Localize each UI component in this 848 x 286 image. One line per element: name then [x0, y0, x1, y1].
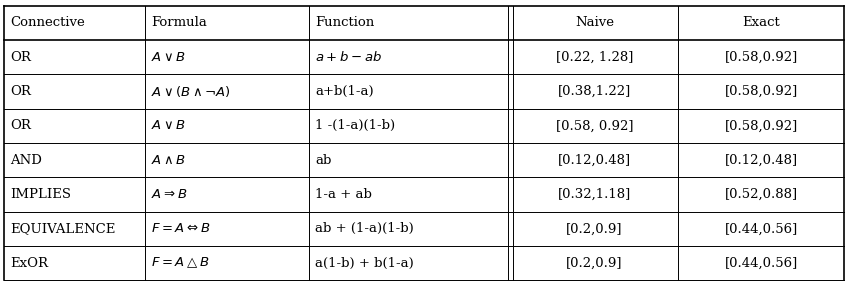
Text: AND: AND — [10, 154, 42, 167]
Text: a(1-b) + b(1-a): a(1-b) + b(1-a) — [315, 257, 414, 270]
Text: a+b(1-a): a+b(1-a) — [315, 85, 374, 98]
Text: 1 -(1-a)(1-b): 1 -(1-a)(1-b) — [315, 119, 395, 132]
Text: Naive: Naive — [575, 16, 614, 29]
Text: $A \Rightarrow B$: $A \Rightarrow B$ — [151, 188, 187, 201]
Text: EQUIVALENCE: EQUIVALENCE — [10, 222, 115, 235]
Text: [0.2,0.9]: [0.2,0.9] — [566, 222, 622, 235]
Text: $a + b - ab$: $a + b - ab$ — [315, 50, 382, 64]
Text: [0.58,0.92]: [0.58,0.92] — [724, 119, 798, 132]
Text: Formula: Formula — [151, 16, 207, 29]
Text: [0.52,0.88]: [0.52,0.88] — [724, 188, 798, 201]
Text: [0.12,0.48]: [0.12,0.48] — [724, 154, 798, 167]
Text: [0.58, 0.92]: [0.58, 0.92] — [555, 119, 633, 132]
Text: [0.32,1.18]: [0.32,1.18] — [558, 188, 631, 201]
Text: [0.12,0.48]: [0.12,0.48] — [558, 154, 631, 167]
Text: ab: ab — [315, 154, 332, 167]
Text: [0.58,0.92]: [0.58,0.92] — [724, 51, 798, 64]
Text: $F = A \triangle B$: $F = A \triangle B$ — [151, 256, 209, 270]
Text: $A \vee (B \wedge \neg A)$: $A \vee (B \wedge \neg A)$ — [151, 84, 232, 99]
Text: $A \vee B$: $A \vee B$ — [151, 51, 186, 64]
Text: $F = A \Leftrightarrow B$: $F = A \Leftrightarrow B$ — [151, 222, 210, 235]
Text: OR: OR — [10, 119, 31, 132]
Text: Exact: Exact — [742, 16, 780, 29]
Text: $A \vee B$: $A \vee B$ — [151, 119, 186, 132]
Text: [0.58,0.92]: [0.58,0.92] — [724, 85, 798, 98]
Text: Function: Function — [315, 16, 374, 29]
Text: OR: OR — [10, 85, 31, 98]
Text: ExOR: ExOR — [10, 257, 48, 270]
Text: Connective: Connective — [10, 16, 85, 29]
Text: [0.2,0.9]: [0.2,0.9] — [566, 257, 622, 270]
Text: [0.44,0.56]: [0.44,0.56] — [724, 257, 798, 270]
Text: [0.38,1.22]: [0.38,1.22] — [558, 85, 631, 98]
Text: [0.44,0.56]: [0.44,0.56] — [724, 222, 798, 235]
Text: [0.22, 1.28]: [0.22, 1.28] — [555, 51, 633, 64]
Text: ab + (1-a)(1-b): ab + (1-a)(1-b) — [315, 222, 414, 235]
Text: IMPLIES: IMPLIES — [10, 188, 71, 201]
Text: $A \wedge B$: $A \wedge B$ — [151, 154, 186, 167]
Text: 1-a + ab: 1-a + ab — [315, 188, 371, 201]
Text: OR: OR — [10, 51, 31, 64]
